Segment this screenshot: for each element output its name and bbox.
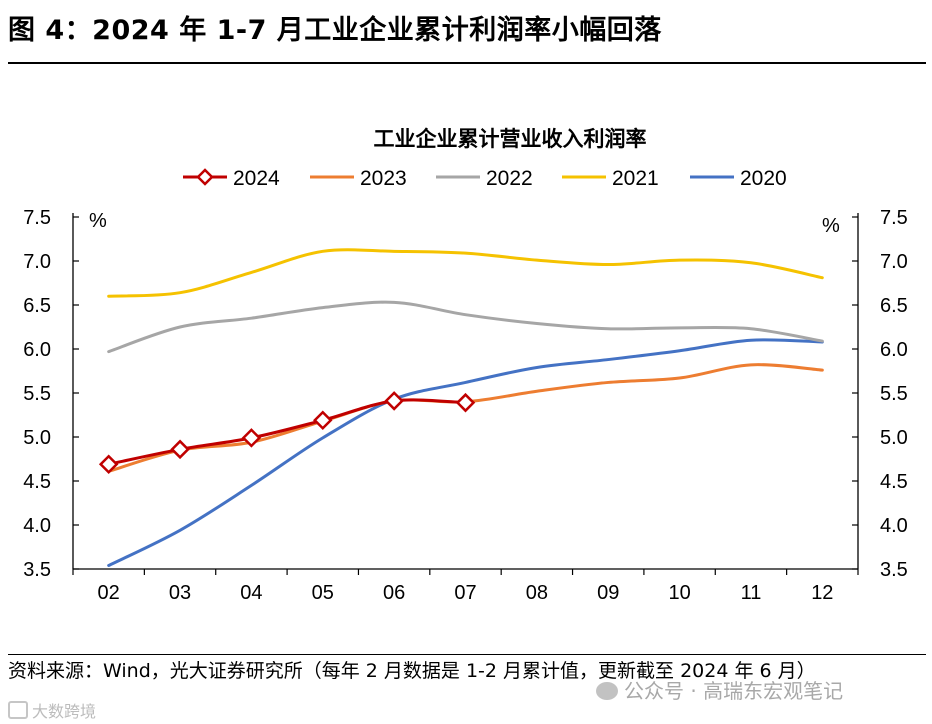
legend-label-2022: 2022 (486, 167, 533, 190)
y-tick-label-left: 7.0 (23, 251, 51, 273)
point-marker-2024 (170, 439, 190, 460)
source-note: 资料来源：Wind，光大证券研究所（每年 2 月数据是 1-2 月累计值，更新截… (8, 660, 816, 682)
source-rule (8, 654, 926, 655)
y-tick-label-right: 3.5 (880, 559, 908, 581)
x-tick-label: 08 (526, 582, 548, 604)
x-tick-label: 06 (383, 582, 405, 604)
y-tick-label-left: 6.5 (23, 295, 51, 317)
logo-icon (8, 701, 28, 719)
y-tick-label-right: 4.5 (880, 471, 908, 493)
title-rule (8, 62, 926, 64)
point-marker-2024 (384, 391, 404, 411)
y-tick-label-left: 3.5 (23, 559, 51, 581)
y-tick-label-right: 7.5 (880, 207, 908, 229)
figure-title: 图 4：2024 年 1-7 月工业企业累计利润率小幅回落 (8, 15, 662, 46)
y-tick-label-right: 6.5 (880, 295, 908, 317)
watermark-secondary-text: 大数跨境 (32, 702, 97, 721)
y-tick-label-right: 5.5 (880, 383, 908, 405)
y-unit-right: % (822, 215, 840, 237)
legend-label-2021: 2021 (612, 167, 659, 190)
x-tick-label: 03 (169, 582, 191, 604)
y-tick-label-left: 7.5 (23, 207, 51, 229)
series-line-2023 (107, 363, 824, 473)
series-line-2020 (107, 338, 824, 567)
x-tick-label: 12 (811, 582, 833, 604)
watermark: 公众号 · 高瑞东宏观笔记 (596, 675, 843, 704)
y-tick-label-left: 4.5 (23, 471, 51, 493)
legend-marker-2024 (196, 168, 214, 186)
series-line-2022 (107, 300, 824, 354)
legend-label-2024: 2024 (233, 167, 280, 190)
legend-label-2023: 2023 (360, 167, 407, 190)
y-tick-label-left: 5.5 (23, 383, 51, 405)
point-marker-2024 (241, 428, 262, 448)
y-tick-label-right: 7.0 (880, 251, 908, 273)
watermark-text: 公众号 · 高瑞东宏观笔记 (624, 679, 844, 703)
point-marker-2024 (98, 454, 119, 475)
y-tick-label-left: 5.0 (23, 427, 51, 449)
legend-label-2020: 2020 (740, 167, 787, 190)
chart-title: 工业企业累计营业收入利润率 (374, 127, 647, 151)
x-tick-label: 09 (597, 582, 619, 604)
x-tick-label: 07 (454, 582, 476, 604)
y-tick-label-right: 5.0 (880, 427, 908, 449)
x-tick-label: 02 (98, 582, 120, 604)
y-tick-label-left: 4.0 (23, 515, 51, 537)
x-tick-label: 10 (668, 582, 690, 604)
watermark-secondary: 大数跨境 (8, 698, 96, 722)
y-unit-left: % (89, 210, 107, 232)
x-tick-label: 11 (741, 582, 762, 604)
y-tick-label-right: 6.0 (880, 339, 908, 361)
x-tick-label: 05 (312, 582, 334, 604)
wechat-icon (596, 682, 618, 700)
point-marker-2024 (313, 410, 333, 431)
y-tick-label-right: 4.0 (880, 515, 908, 537)
y-tick-label-left: 6.0 (23, 339, 51, 361)
x-tick-label: 04 (240, 582, 262, 604)
series-line-2021 (107, 248, 824, 298)
point-marker-2024 (455, 392, 476, 413)
